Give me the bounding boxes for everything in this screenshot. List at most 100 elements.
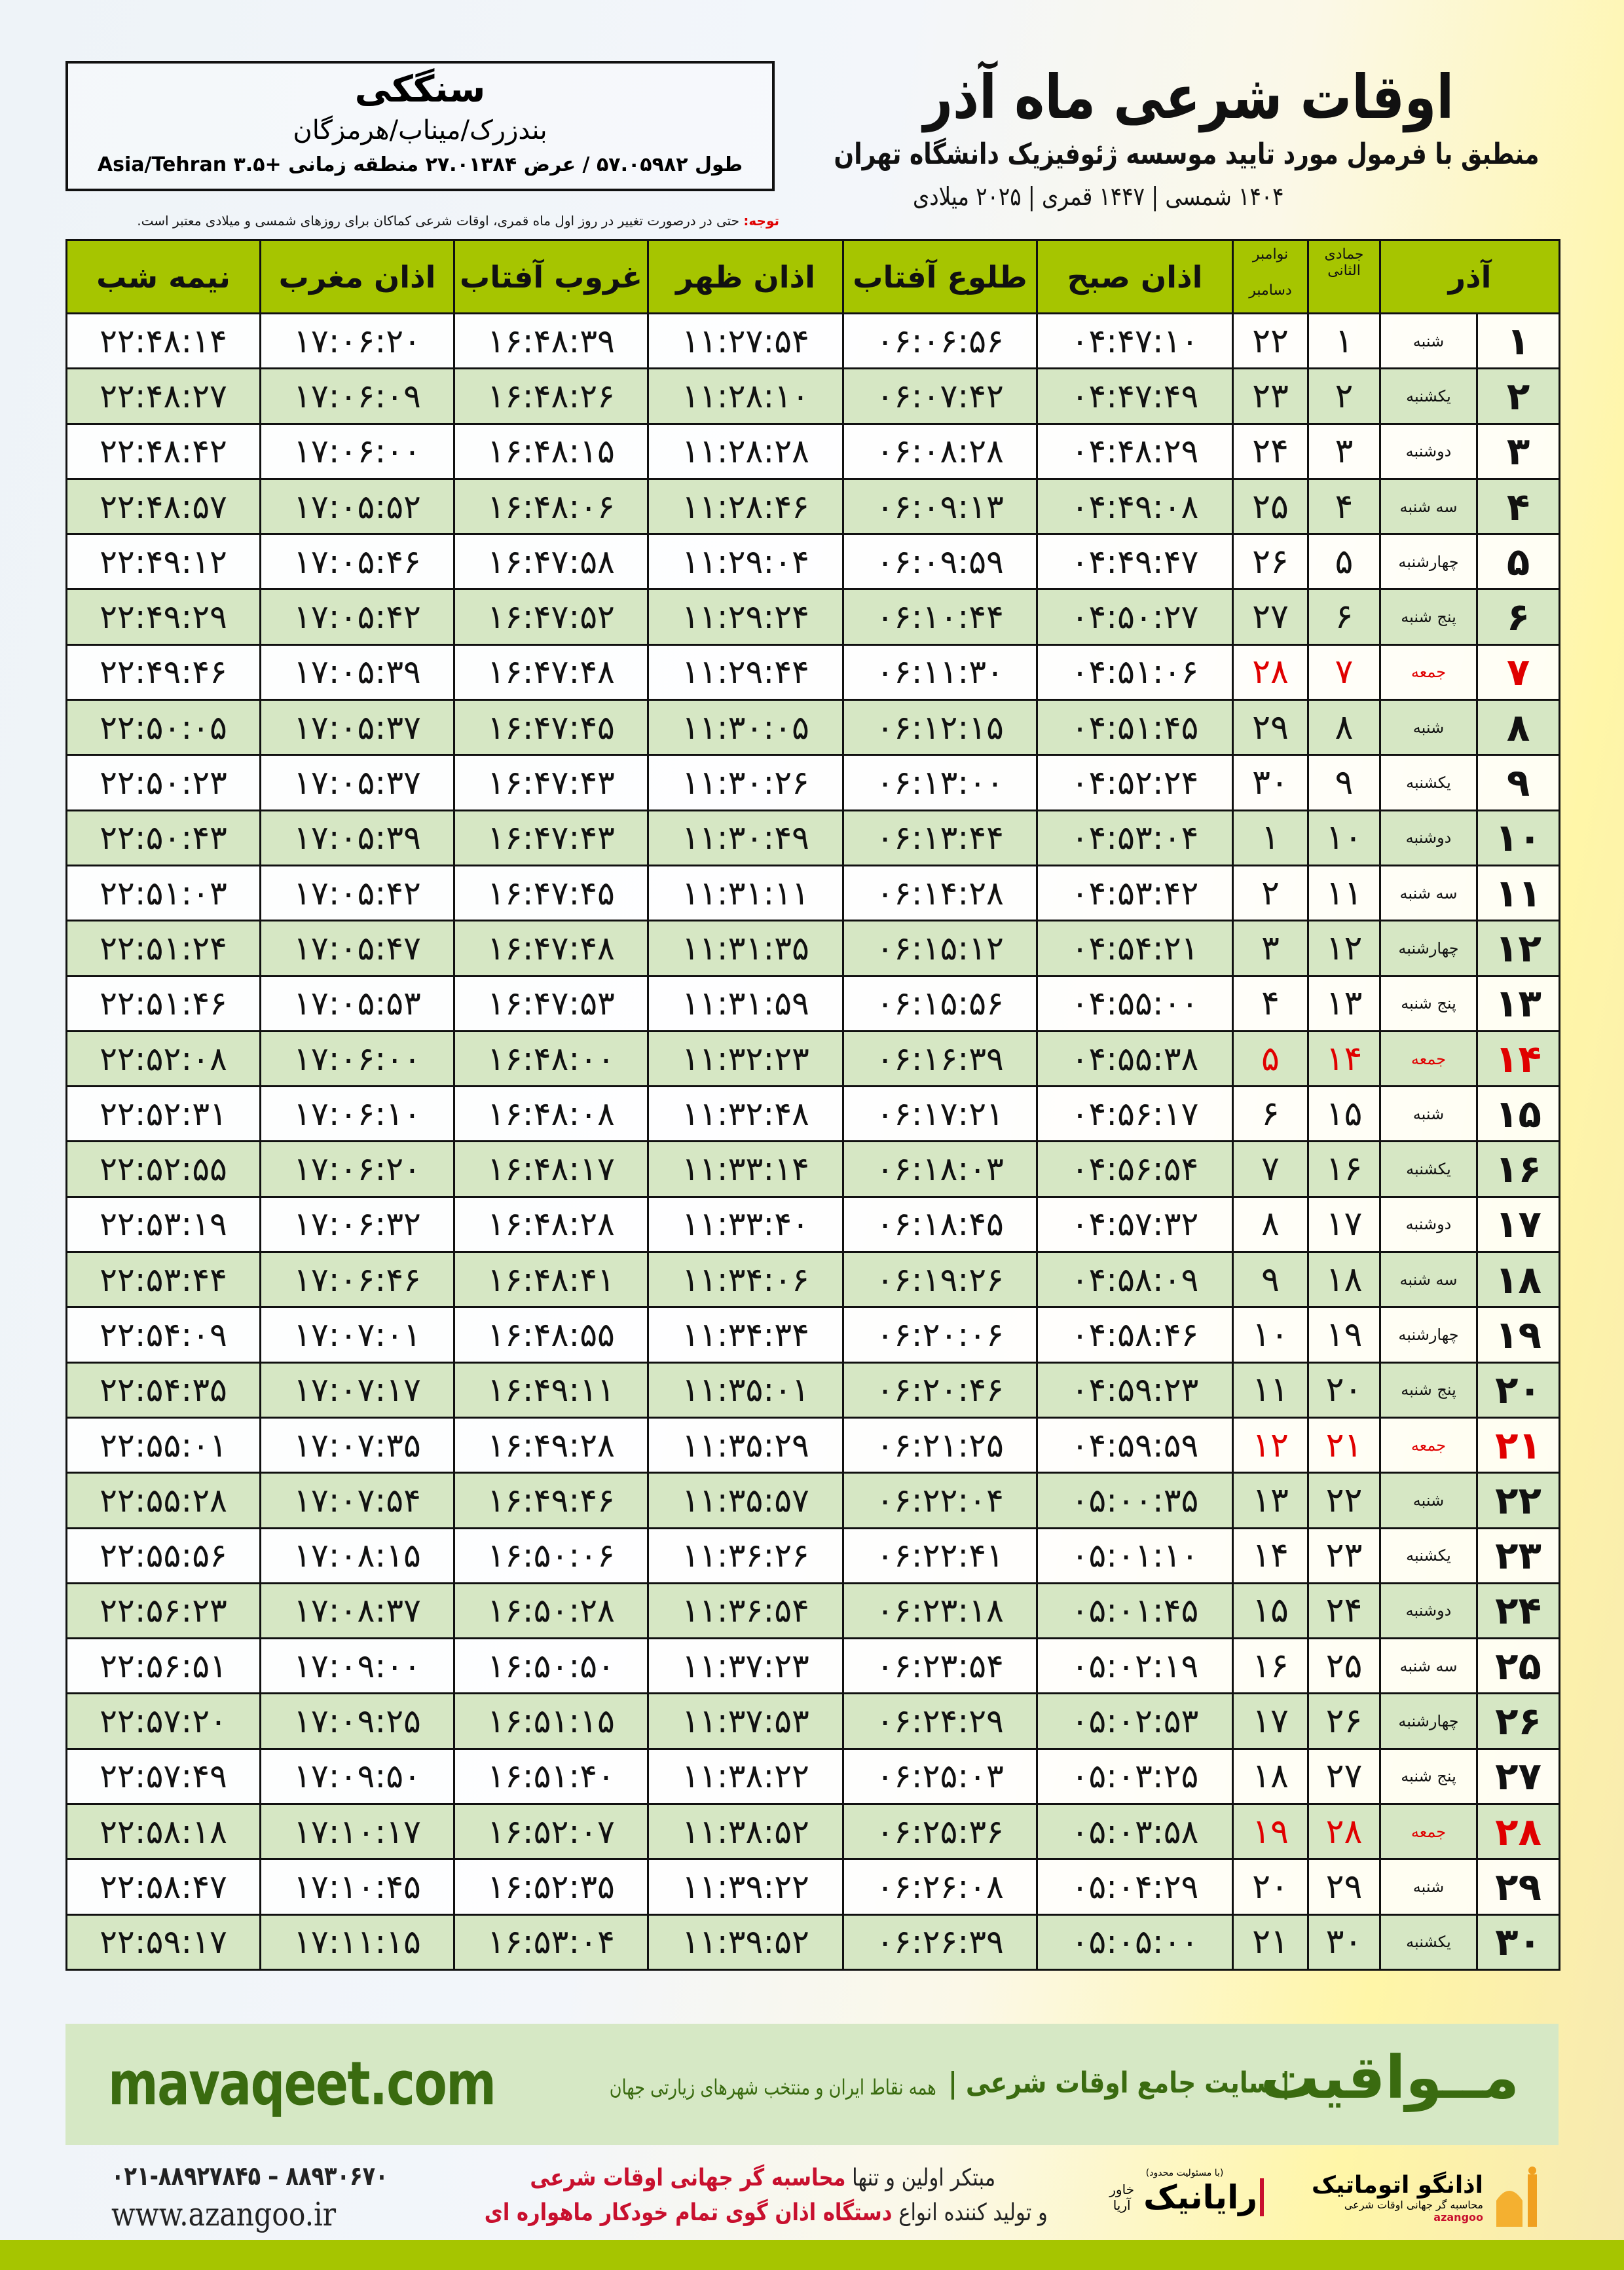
day-number: ۱۴	[1476, 1030, 1561, 1088]
slogan: | سایت جامع اوقات شرعی |	[948, 2066, 1290, 2100]
table-row: ۸ شنبه ۸ ۲۹ ۰۴:۵۱:۴۵ ۰۶:۱۲:۱۵ ۱۱:۳۰:۰۵ ۱۶:۴۷:۴۵…	[65, 699, 1561, 756]
weekday: پنج شنبه	[1378, 975, 1479, 1032]
table-row: ۳ دوشنبه ۳ ۲۴ ۰۴:۴۸:۲۹ ۰۶:۰۸:۲۸ ۱۱:۲۸:۲۸ ۱۶:۴۸:…	[65, 422, 1561, 480]
maghrib-time: ۱۷:۰۶:۰۰	[259, 422, 455, 480]
sunrise-time: ۰۶:۱۳:۰۰	[842, 754, 1038, 811]
fajr-time: ۰۴:۴۹:۰۸	[1036, 477, 1234, 536]
subtitle: منطبق با فرمول مورد تایید موسسه ژئوفیزیک…	[833, 138, 1539, 171]
hijri-day: ۲	[1307, 367, 1381, 425]
header-maghrib: اذان مغرب	[259, 239, 455, 314]
midnight-time: ۲۲:۵۵:۲۸	[65, 1472, 261, 1529]
day-number: ۲۵	[1476, 1637, 1561, 1695]
year-line: ۱۴۰۴ شمسی | ۱۴۴۷ قمری | ۲۰۲۵ میلادی	[912, 182, 1283, 211]
sunset-time: ۱۶:۵۲:۳۵	[453, 1858, 649, 1916]
weekday: سه شنبه	[1378, 1637, 1479, 1695]
azangoo-url[interactable]: www.azangoo.ir	[111, 2195, 337, 2233]
gregorian-day: ۱	[1232, 809, 1309, 866]
day-number: ۲۷	[1476, 1747, 1561, 1806]
midnight-time: ۲۲:۵۶:۲۳	[65, 1582, 261, 1640]
sunrise-time: ۰۶:۱۵:۵۶	[842, 975, 1038, 1032]
site-url[interactable]: mavaqeet.com	[108, 2049, 496, 2119]
gregorian-day: ۵	[1232, 1030, 1309, 1088]
gregorian-day: ۱۶	[1232, 1637, 1309, 1695]
day-number: ۲۴	[1476, 1582, 1561, 1640]
dhuhr-time: ۱۱:۳۹:۵۲	[647, 1913, 844, 1971]
maghrib-time: ۱۷:۰۷:۳۵	[259, 1416, 455, 1474]
day-number: ۹	[1476, 754, 1561, 811]
weekday: یکشنبه	[1378, 1527, 1479, 1584]
gregorian-day: ۱۲	[1232, 1416, 1309, 1474]
midnight-time: ۲۲:۵۲:۰۸	[65, 1030, 261, 1088]
sunrise-time: ۰۶:۱۵:۱۲	[842, 920, 1038, 977]
dhuhr-time: ۱۱:۳۱:۱۱	[647, 864, 844, 922]
table-row: ۱۹ چهارشنبه ۱۹ ۱۰ ۰۴:۵۸:۴۶ ۰۶:۲۰:۰۶ ۱۱:۳۴:۳۴ ۱۶…	[65, 1306, 1561, 1364]
header-midnight: نیمه شب	[65, 239, 261, 314]
weekday: شنبه	[1378, 1472, 1479, 1529]
weekday: شنبه	[1378, 1858, 1479, 1916]
sunset-time: ۱۶:۴۸:۱۵	[453, 422, 649, 480]
sunset-time: ۱۶:۴۷:۴۳	[453, 754, 649, 811]
sunrise-time: ۰۶:۱۷:۲۱	[842, 1085, 1038, 1143]
day-number: ۱۹	[1476, 1306, 1561, 1364]
sunset-time: ۱۶:۴۷:۵۲	[453, 588, 649, 646]
sunset-time: ۱۶:۴۷:۴۵	[453, 864, 649, 922]
dhuhr-time: ۱۱:۳۰:۴۹	[647, 809, 844, 866]
weekday: دوشنبه	[1378, 1195, 1479, 1254]
sunrise-time: ۰۶:۰۹:۵۹	[842, 533, 1038, 591]
promo2-highlight: دستگاه اذان گوی تمام خودکار ماهواره ای	[484, 2199, 893, 2226]
midnight-time: ۲۲:۴۹:۱۲	[65, 533, 261, 591]
gregorian-day: ۲۵	[1232, 477, 1309, 536]
hijri-day: ۱۳	[1307, 975, 1381, 1032]
midnight-time: ۲۲:۴۹:۴۶	[65, 643, 261, 701]
fajr-time: ۰۴:۵۴:۲۱	[1036, 920, 1234, 977]
dhuhr-time: ۱۱:۳۸:۵۲	[647, 1803, 844, 1861]
maghrib-time: ۱۷:۰۵:۴۲	[259, 588, 455, 646]
sunrise-time: ۰۶:۲۶:۳۹	[842, 1913, 1038, 1971]
midnight-time: ۲۲:۵۹:۱۷	[65, 1913, 261, 1971]
sunrise-time: ۰۶:۱۹:۲۶	[842, 1251, 1038, 1309]
maghrib-time: ۱۷:۰۶:۲۰	[259, 1140, 455, 1198]
midnight-time: ۲۲:۵۰:۴۳	[65, 809, 261, 866]
sunrise-time: ۰۶:۰۷:۴۲	[842, 367, 1038, 425]
sunset-time: ۱۶:۴۷:۴۸	[453, 643, 649, 701]
table-row: ۲۳ یکشنبه ۲۳ ۱۴ ۰۵:۰۱:۱۰ ۰۶:۲۲:۴۱ ۱۱:۳۶:۲۶ ۱۶:۵…	[65, 1527, 1561, 1584]
coordinates: طول ۵۷.۰۵۹۸۲ / عرض ۲۷.۰۱۳۸۴ منطقه زمانی …	[97, 153, 743, 176]
rayanik-note: (با مسئولیت محدود)	[1145, 2168, 1224, 2178]
sunset-time: ۱۶:۴۸:۰۶	[453, 477, 649, 536]
sunrise-time: ۰۶:۰۸:۲۸	[842, 422, 1038, 480]
gregorian-day: ۲۰	[1232, 1858, 1309, 1916]
weekday: شنبه	[1378, 1085, 1479, 1143]
table-row: ۲ یکشنبه ۲ ۲۳ ۰۴:۴۷:۴۹ ۰۶:۰۷:۴۲ ۱۱:۲۸:۱۰ ۱۶:۴۸:…	[65, 367, 1561, 425]
dhuhr-time: ۱۱:۳۱:۳۵	[647, 920, 844, 977]
sunrise-time: ۰۶:۱۸:۴۵	[842, 1195, 1038, 1254]
midnight-time: ۲۲:۵۱:۴۶	[65, 975, 261, 1032]
day-number: ۱۲	[1476, 920, 1561, 977]
midnight-time: ۲۲:۵۴:۰۹	[65, 1306, 261, 1364]
maghrib-time: ۱۷:۰۵:۴۶	[259, 533, 455, 591]
sunset-time: ۱۶:۴۸:۲۸	[453, 1195, 649, 1254]
hijri-day: ۱۵	[1307, 1085, 1381, 1143]
midnight-time: ۲۲:۴۸:۵۷	[65, 477, 261, 536]
promo1-text: مبتکر اولین و تنها	[845, 2165, 995, 2191]
hijri-day: ۵	[1307, 533, 1381, 591]
sunrise-time: ۰۶:۲۶:۰۸	[842, 1858, 1038, 1916]
sunset-time: ۱۶:۵۰:۲۸	[453, 1582, 649, 1640]
sunset-time: ۱۶:۴۸:۵۵	[453, 1306, 649, 1364]
fajr-time: ۰۵:۰۱:۱۰	[1036, 1527, 1234, 1584]
gregorian-day: ۲۳	[1232, 367, 1309, 425]
sunrise-time: ۰۶:۲۳:۱۸	[842, 1582, 1038, 1640]
brand-logo: مــواقیت	[1260, 2043, 1519, 2112]
fajr-time: ۰۴:۵۶:۱۷	[1036, 1085, 1234, 1143]
sunset-time: ۱۶:۴۷:۴۵	[453, 699, 649, 756]
weekday: چهارشنبه	[1378, 533, 1479, 591]
maghrib-time: ۱۷:۰۵:۳۹	[259, 809, 455, 866]
day-number: ۵	[1476, 533, 1561, 591]
dhuhr-time: ۱۱:۳۸:۲۲	[647, 1747, 844, 1806]
midnight-time: ۲۲:۵۵:۵۶	[65, 1527, 261, 1584]
maghrib-time: ۱۷:۰۷:۰۱	[259, 1306, 455, 1364]
midnight-time: ۲۲:۵۰:۲۳	[65, 754, 261, 811]
table-row: ۲۴ دوشنبه ۲۴ ۱۵ ۰۵:۰۱:۴۵ ۰۶:۲۳:۱۸ ۱۱:۳۶:۵۴ ۱۶:۵…	[65, 1582, 1561, 1640]
dhuhr-time: ۱۱:۳۷:۵۳	[647, 1692, 844, 1750]
day-number: ۱۸	[1476, 1251, 1561, 1309]
hijri-day: ۴	[1307, 477, 1381, 536]
